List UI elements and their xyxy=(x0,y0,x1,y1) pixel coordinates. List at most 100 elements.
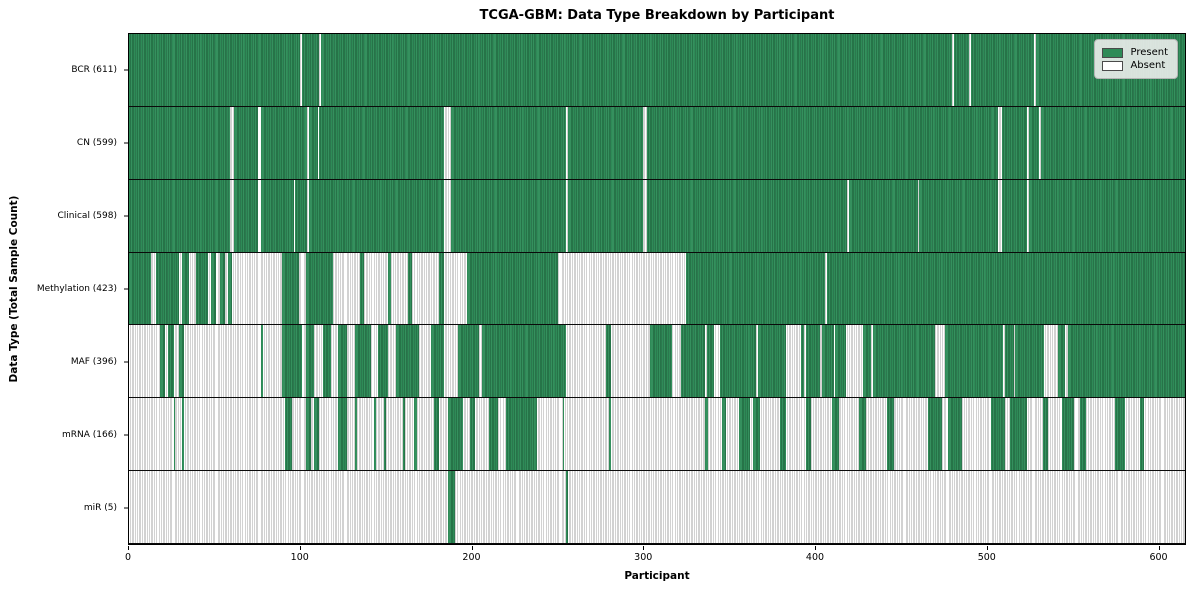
present-segment xyxy=(1061,398,1074,471)
present-segment xyxy=(430,325,445,398)
present-segment xyxy=(686,252,825,325)
present-segment xyxy=(780,398,786,471)
x-tick-mark xyxy=(643,546,645,550)
present-segment xyxy=(1029,106,1040,179)
legend-entry: Absent xyxy=(1102,60,1168,71)
present-segment xyxy=(129,34,301,106)
present-segment xyxy=(439,252,445,325)
present-segment xyxy=(458,325,479,398)
present-segment xyxy=(261,325,263,398)
present-segment xyxy=(826,252,1185,325)
present-segment xyxy=(605,325,611,398)
x-tick-label: 600 xyxy=(1149,552,1168,563)
chart-title: TCGA-GBM: Data Type Breakdown by Partici… xyxy=(479,8,835,23)
present-segment xyxy=(211,252,217,325)
present-segment xyxy=(377,325,388,398)
present-segment xyxy=(722,398,726,471)
x-tick-label: 500 xyxy=(977,552,996,563)
y-tick-mark xyxy=(124,142,128,144)
present-segment xyxy=(228,252,232,325)
x-tick-mark xyxy=(815,546,816,550)
x-tick-label: 100 xyxy=(290,552,309,563)
y-tick-mark xyxy=(124,361,128,363)
present-segment xyxy=(403,398,405,471)
x-tick-mark xyxy=(128,546,129,550)
present-segment xyxy=(489,398,498,471)
present-segment xyxy=(434,398,440,471)
present-segment xyxy=(801,325,805,398)
present-segment xyxy=(862,325,872,398)
x-tick-label: 300 xyxy=(634,552,653,563)
y-tick-mark xyxy=(124,69,128,71)
present-segment xyxy=(1068,325,1185,398)
present-segment xyxy=(806,325,820,398)
present-segment xyxy=(948,398,963,471)
present-segment xyxy=(466,252,558,325)
present-segment xyxy=(739,398,750,471)
present-segment xyxy=(482,325,567,398)
x-tick-label: 400 xyxy=(805,552,825,563)
legend-label: Absent xyxy=(1130,60,1166,71)
present-segment xyxy=(281,325,303,398)
present-segment xyxy=(646,179,848,252)
row-band-methylation xyxy=(129,252,1185,326)
present-segment xyxy=(322,325,332,398)
present-segment xyxy=(387,252,392,325)
present-segment xyxy=(319,106,445,179)
present-segment xyxy=(945,325,1004,398)
present-segment xyxy=(1015,325,1045,398)
y-tick-label-cn: CN (599) xyxy=(76,137,117,148)
present-segment xyxy=(168,325,174,398)
row-band-clinical xyxy=(129,179,1185,253)
present-segment xyxy=(970,34,1035,106)
present-segment xyxy=(720,325,757,398)
present-segment xyxy=(562,398,565,471)
present-segment xyxy=(156,252,179,325)
present-segment xyxy=(753,398,760,471)
x-tick-mark xyxy=(299,546,301,550)
present-segment xyxy=(758,325,786,398)
present-segment xyxy=(470,398,476,471)
present-segment xyxy=(182,252,189,325)
present-segment xyxy=(821,325,834,398)
present-segment xyxy=(1140,398,1144,471)
y-tick-mark xyxy=(124,288,128,290)
present-segment xyxy=(413,398,417,471)
present-segment xyxy=(309,179,445,252)
present-segment xyxy=(159,325,165,398)
legend-swatch-icon xyxy=(1102,47,1124,58)
present-segment xyxy=(886,398,894,471)
present-segment xyxy=(338,398,347,471)
present-segment xyxy=(831,398,839,471)
x-tick-mark xyxy=(1158,546,1160,550)
present-segment xyxy=(1029,179,1185,252)
present-segment xyxy=(1080,398,1086,471)
present-segment xyxy=(309,106,318,179)
plot-area: Present Absent xyxy=(128,33,1186,545)
row-band-maf xyxy=(129,325,1185,399)
present-segment xyxy=(338,325,347,398)
x-tick-label: 200 xyxy=(462,552,481,563)
present-segment xyxy=(408,252,412,325)
present-segment xyxy=(374,398,376,471)
present-segment xyxy=(1010,398,1028,471)
row-band-mrna xyxy=(129,398,1185,472)
present-segment xyxy=(451,179,567,252)
present-segment xyxy=(681,325,705,398)
present-segment xyxy=(355,325,371,398)
present-segment xyxy=(705,398,709,471)
present-segment xyxy=(302,34,320,106)
present-segment xyxy=(919,179,999,252)
present-segment xyxy=(859,398,867,471)
present-segment xyxy=(360,252,364,325)
present-segment xyxy=(1001,106,1028,179)
present-segment xyxy=(129,179,231,252)
y-tick-mark xyxy=(124,507,128,509)
present-segment xyxy=(451,106,567,179)
present-segment xyxy=(1001,179,1028,252)
present-segment xyxy=(281,252,299,325)
present-segment xyxy=(566,471,568,544)
y-tick-label-maf: MAF (396) xyxy=(70,357,117,368)
present-segment xyxy=(233,106,258,179)
